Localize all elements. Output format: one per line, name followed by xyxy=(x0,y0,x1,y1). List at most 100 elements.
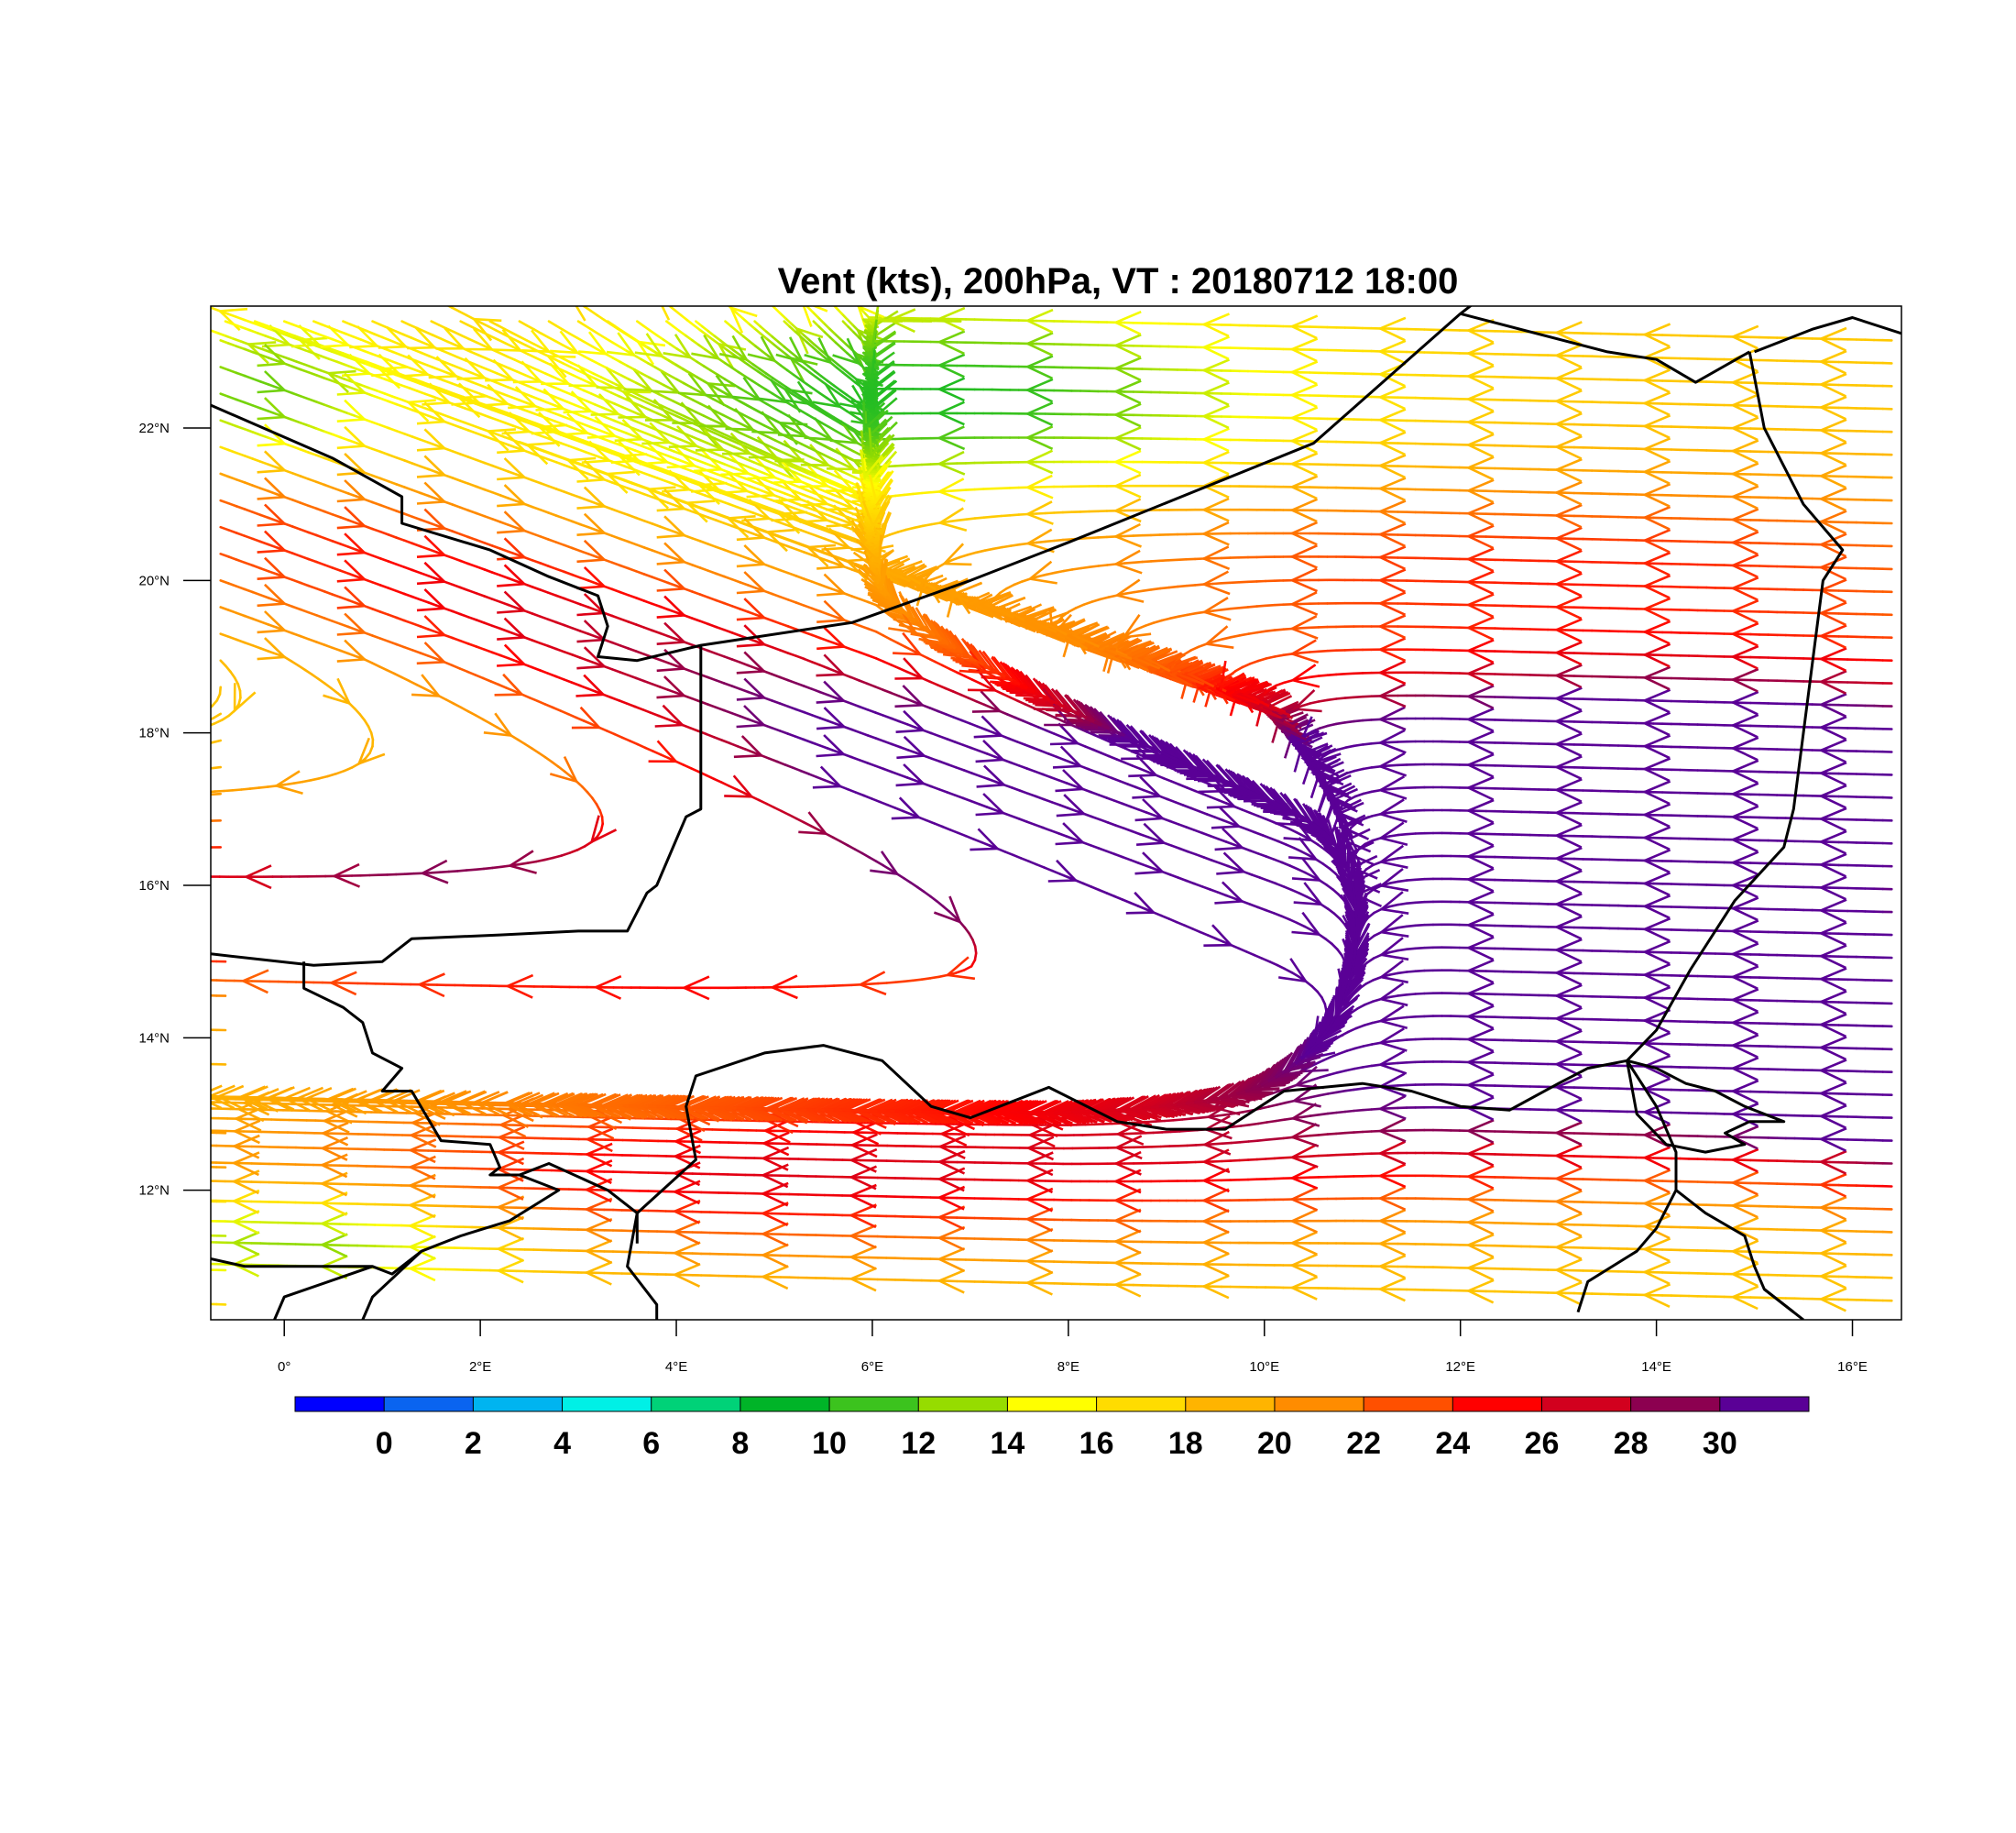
wind-arrowhead xyxy=(1288,1276,1319,1301)
streamline-segment xyxy=(1321,1055,1332,1062)
wind-arrowhead xyxy=(760,1202,789,1226)
streamline-segment xyxy=(1178,1129,1190,1133)
wind-arrowhead xyxy=(583,1178,613,1203)
wind-arrowhead xyxy=(1553,1257,1583,1283)
streamline-segment xyxy=(1309,1114,1320,1117)
wind-arrowhead xyxy=(1024,1187,1054,1213)
streamline-segment xyxy=(1387,1039,1399,1043)
wind-arrowhead xyxy=(1377,1186,1407,1211)
wind-arrowhead xyxy=(1288,1186,1319,1212)
wind-arrowhead xyxy=(672,1161,701,1187)
streamline-segment xyxy=(1311,1076,1322,1081)
wind-arrowhead xyxy=(583,1218,613,1243)
streamline-segment xyxy=(1255,1158,1267,1161)
wind-arrowhead xyxy=(936,1185,966,1211)
wind-arrowhead xyxy=(407,1155,436,1180)
wind-arrowhead xyxy=(672,1180,701,1205)
streamline-segment xyxy=(1246,1158,1258,1161)
wind-arrowhead xyxy=(1200,1188,1230,1213)
wind-arrowhead xyxy=(319,1171,348,1197)
wind-arrowhead xyxy=(1465,1256,1495,1281)
wind-arrowhead xyxy=(1729,1239,1759,1265)
streamline-segment xyxy=(1301,1095,1313,1101)
wind-arrowhead xyxy=(319,1212,348,1237)
wind-arrowhead xyxy=(231,1231,260,1256)
streamline-segment xyxy=(1256,1121,1268,1125)
wind-arrowhead xyxy=(407,1193,436,1219)
wind-arrowhead xyxy=(936,1247,966,1272)
wind-arrowhead xyxy=(848,1165,878,1191)
wind-arrowhead xyxy=(761,1131,790,1157)
streamline-segment xyxy=(1344,1067,1356,1072)
streamline-segment xyxy=(1259,1105,1270,1110)
wind-arrowhead xyxy=(319,1233,348,1258)
wind-arrowhead xyxy=(1112,1208,1142,1234)
streamline-segment xyxy=(1405,993,1417,996)
wind-arrowhead xyxy=(1112,1272,1142,1298)
wind-arrowhead xyxy=(495,1215,525,1241)
wind-arrowhead xyxy=(1465,1164,1495,1190)
streamline-segment xyxy=(1364,1000,1375,1006)
streamline-segment xyxy=(1414,946,1426,950)
streamline-segment xyxy=(1388,903,1399,908)
streamline-segment xyxy=(1397,856,1408,860)
wind-arrowhead xyxy=(760,1163,789,1189)
wind-arrowhead xyxy=(1200,1252,1230,1278)
wind-arrowhead xyxy=(1818,1264,1847,1290)
streamline-segment xyxy=(1361,1108,1373,1112)
wind-arrowhead xyxy=(584,1239,613,1264)
streamline-segment xyxy=(1397,971,1408,975)
streamline-segment xyxy=(1397,1061,1408,1065)
wind-arrowhead xyxy=(1553,1098,1583,1124)
streamline-segment xyxy=(1265,1157,1276,1160)
wind-arrowhead xyxy=(1818,1287,1847,1312)
wind-arrowhead xyxy=(1024,1207,1054,1233)
wind-arrowhead xyxy=(1729,1170,1759,1196)
streamline-segment xyxy=(1397,1015,1408,1020)
streamline-segment xyxy=(1414,854,1426,859)
streamline-segment xyxy=(1265,1137,1276,1141)
wind-arrowhead xyxy=(1818,1241,1847,1267)
wind-arrowhead xyxy=(1465,1119,1495,1144)
wind-arrowhead xyxy=(848,1203,877,1229)
wind-arrowhead xyxy=(495,1176,525,1201)
wind-arrowhead xyxy=(231,1151,260,1177)
streamline-segment xyxy=(1248,1122,1260,1126)
wind-arrowhead xyxy=(1112,1150,1142,1176)
wind-arrowhead xyxy=(1641,1237,1671,1263)
map-title: Vent (kts), 200hPa, VT : 20180712 18:00 xyxy=(778,261,1459,302)
streamline-segment xyxy=(1265,1119,1277,1124)
wind-arrowhead xyxy=(938,1122,968,1147)
wind-arrowhead xyxy=(1729,1262,1759,1288)
wind-arrowhead xyxy=(1818,1218,1847,1244)
streamline-segment xyxy=(1145,1120,1157,1124)
wind-arrowhead xyxy=(936,1268,966,1294)
streamline-segment xyxy=(1397,1083,1408,1087)
streamline-segment xyxy=(1397,993,1408,997)
wind-arrowhead xyxy=(1377,1117,1407,1143)
wind-arrowhead xyxy=(1112,1169,1142,1194)
wind-arrowhead xyxy=(1641,1146,1671,1171)
streamline-segment xyxy=(1387,1016,1399,1021)
streamline-segment xyxy=(1212,1142,1224,1146)
streamline-segment xyxy=(1387,1084,1399,1088)
streamline-segment xyxy=(1216,1114,1228,1117)
wind-arrowhead xyxy=(1641,1169,1671,1194)
wind-arrowhead xyxy=(936,1205,966,1231)
streamline-segment xyxy=(1405,878,1417,882)
wind-arrowhead xyxy=(1465,1142,1495,1167)
wind-arrowhead xyxy=(1641,1260,1671,1285)
streamline-segment xyxy=(1299,1155,1311,1158)
wind-arrowhead xyxy=(407,1235,436,1260)
streamline-segment xyxy=(1238,1140,1250,1144)
streamline-segment xyxy=(1238,1158,1250,1162)
streamline-segment xyxy=(1231,1125,1243,1128)
streamline-segment xyxy=(1388,926,1400,931)
wind-arrowhead xyxy=(407,1213,436,1239)
wind-arrowhead xyxy=(1201,1130,1232,1156)
wind-arrowhead xyxy=(936,1167,966,1192)
wind-arrowhead xyxy=(410,1111,439,1136)
wind-arrowhead xyxy=(1465,1210,1495,1235)
streamline-segment xyxy=(1388,971,1399,976)
streamline-segment xyxy=(1229,1158,1241,1162)
